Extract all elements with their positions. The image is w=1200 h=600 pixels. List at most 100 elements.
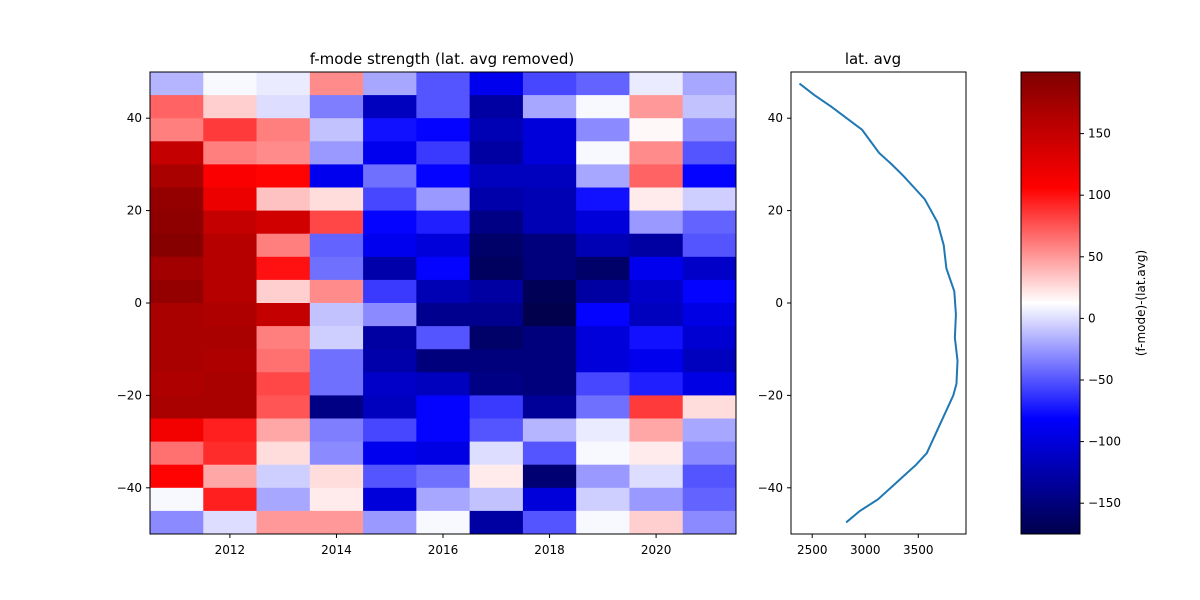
heatmap-cell — [309, 487, 364, 512]
heatmap-cell — [363, 164, 417, 188]
y-tick-label: −20 — [758, 388, 783, 402]
y-tick-label: 0 — [134, 296, 142, 310]
heatmap-cell — [150, 487, 204, 512]
lat-avg-frame — [790, 71, 967, 535]
heatmap-cell — [256, 349, 311, 373]
heatmap-cell — [469, 395, 524, 419]
heatmap-cell — [469, 164, 524, 188]
heatmap-cell — [682, 372, 737, 396]
x-tick-label: 3500 — [903, 543, 934, 557]
heatmap-cell — [416, 418, 471, 442]
lat-avg-line — [798, 82, 959, 524]
lat-avg-panel: lat. avg 2500 3000 3500 −40 −20 0 20 40 — [758, 50, 967, 557]
heatmap-cell — [469, 487, 524, 512]
heatmap-cell — [203, 210, 257, 235]
heatmap-x-axis: 2012 2014 2016 2018 2020 — [215, 534, 672, 557]
heatmap-cell — [576, 164, 630, 188]
heatmap-cell — [363, 349, 417, 373]
heatmap-cell — [682, 418, 737, 442]
colorbar-tick-label: −50 — [1088, 373, 1113, 387]
heatmap-cell — [416, 464, 471, 489]
heatmap-title: f-mode strength (lat. avg removed) — [310, 50, 574, 68]
heatmap-cell — [576, 441, 630, 466]
heatmap-cell — [682, 326, 737, 350]
heatmap-cell — [682, 303, 737, 327]
colorbar-tick-label: 0 — [1088, 311, 1096, 325]
heatmap-cell — [416, 279, 471, 304]
heatmap-cell — [203, 441, 257, 466]
heatmap-cell — [469, 256, 524, 281]
x-tick-label: 2012 — [215, 543, 246, 557]
heatmap-cell — [629, 395, 684, 419]
heatmap-cell — [363, 141, 417, 165]
heatmap-cell — [682, 118, 737, 142]
heatmap-cell — [682, 187, 737, 211]
heatmap-cell — [203, 349, 257, 373]
heatmap-cell — [629, 487, 684, 512]
colorbar-ticks: −150 −100 −50 0 50 100 150 — [1080, 127, 1121, 510]
heatmap-cell — [629, 164, 684, 188]
heatmap-cell — [203, 256, 257, 281]
heatmap-cell — [682, 395, 737, 419]
colorbar-gradient — [1021, 72, 1080, 534]
heatmap-cell — [629, 72, 684, 96]
heatmap-cell — [576, 303, 630, 327]
heatmap-cell — [682, 349, 737, 373]
heatmap-cell — [629, 187, 684, 211]
heatmap-cell — [363, 418, 417, 442]
heatmap-cell — [363, 118, 417, 142]
heatmap-cell — [203, 118, 257, 142]
heatmap-cell — [469, 187, 524, 211]
heatmap-cell — [629, 256, 684, 281]
heatmap-cell — [256, 118, 311, 142]
heatmap-cell — [416, 510, 471, 535]
colorbar-tick-label: 150 — [1088, 127, 1111, 141]
heatmap-cell — [203, 233, 257, 258]
heatmap-cell — [150, 210, 204, 235]
heatmap-cell — [203, 141, 257, 165]
heatmap-cell — [682, 210, 737, 235]
heatmap-cell — [576, 187, 630, 211]
y-tick-label: 40 — [768, 111, 783, 125]
heatmap-cell — [522, 72, 577, 96]
heatmap-cell — [576, 95, 630, 119]
heatmap-cell — [256, 279, 311, 304]
x-tick-label: 2020 — [641, 543, 672, 557]
x-tick-label: 2014 — [321, 543, 352, 557]
heatmap-cell — [363, 233, 417, 258]
heatmap-cell — [522, 349, 577, 373]
heatmap-cell — [682, 141, 737, 165]
heatmap-cell — [469, 233, 524, 258]
heatmap-cell — [629, 326, 684, 350]
heatmap-cell — [416, 441, 471, 466]
heatmap-cell — [363, 256, 417, 281]
heatmap-cell — [576, 233, 630, 258]
heatmap-cell — [150, 95, 204, 119]
heatmap-cell — [522, 303, 577, 327]
heatmap-cell — [150, 72, 204, 96]
heatmap-cell — [150, 326, 204, 350]
heatmap-cell — [363, 464, 417, 489]
heatmap-cells — [150, 72, 737, 535]
heatmap-cell — [576, 395, 630, 419]
y-tick-label: −40 — [117, 481, 142, 495]
heatmap-cell — [150, 256, 204, 281]
heatmap-cell — [629, 441, 684, 466]
heatmap-cell — [629, 303, 684, 327]
heatmap-cell — [682, 510, 737, 535]
heatmap-cell — [363, 210, 417, 235]
heatmap-cell — [256, 256, 311, 281]
heatmap-cell — [416, 118, 471, 142]
heatmap-cell — [363, 303, 417, 327]
heatmap-cell — [469, 464, 524, 489]
heatmap-panel: f-mode strength (lat. avg removed) 2012 2… — [117, 50, 737, 557]
colorbar-tick-label: 50 — [1088, 250, 1103, 264]
heatmap-cell — [522, 326, 577, 350]
heatmap-cell — [150, 164, 204, 188]
heatmap-cell — [416, 210, 471, 235]
heatmap-cell — [469, 95, 524, 119]
heatmap-cell — [522, 187, 577, 211]
heatmap-cell — [150, 279, 204, 304]
heatmap-cell — [150, 395, 204, 419]
